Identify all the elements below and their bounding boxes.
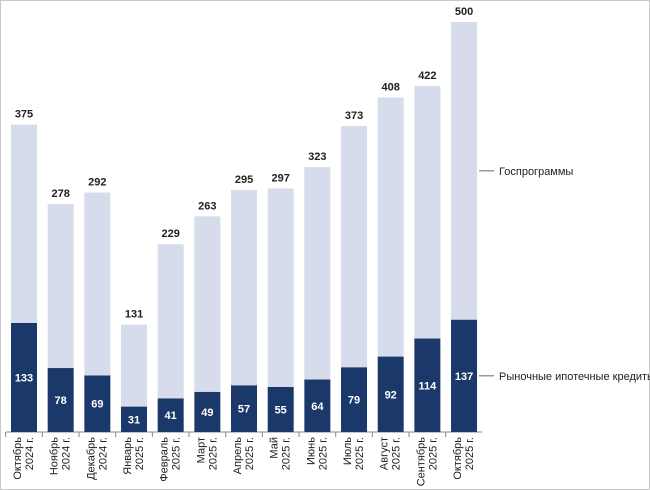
bar-segment <box>377 356 404 432</box>
bar-segment <box>84 375 111 432</box>
bar-segment <box>304 167 331 380</box>
value-label: 79 <box>348 395 360 407</box>
bar-segment <box>341 126 368 368</box>
bar-segment <box>157 398 184 432</box>
total-label: 422 <box>418 70 436 82</box>
x-tick-label: Июль2025 г. <box>342 437 366 471</box>
legend-label: Рыночные ипотечные кредиты <box>499 371 650 383</box>
total-label: 295 <box>235 174 253 186</box>
x-tick-label: Май2025 г. <box>269 437 293 470</box>
bar-segment <box>304 379 331 432</box>
value-label: 137 <box>455 371 473 383</box>
value-label: 49 <box>201 407 213 419</box>
bar-segment <box>11 124 37 323</box>
value-label: 114 <box>418 380 437 392</box>
total-label: 292 <box>88 177 106 189</box>
x-tick-label: Ноябрь2024 г. <box>49 437 73 475</box>
bar-segment <box>47 204 74 369</box>
bar-segment <box>194 216 221 392</box>
total-label: 229 <box>162 228 180 240</box>
bar-segment <box>267 386 294 432</box>
bar-segment <box>231 190 258 386</box>
bar-segment <box>267 188 294 387</box>
bar-segment <box>231 385 258 432</box>
bar-segment <box>121 406 148 432</box>
total-label: 408 <box>382 81 400 93</box>
value-label: 31 <box>128 414 140 426</box>
total-label: 131 <box>125 309 143 321</box>
bar-segment <box>414 338 441 432</box>
total-label: 373 <box>345 110 363 122</box>
value-label: 57 <box>238 404 250 416</box>
total-label: 375 <box>15 109 33 121</box>
value-label: 78 <box>55 395 67 407</box>
x-tick-label: Сентябрь2025 г. <box>415 437 439 487</box>
bar-segment <box>451 22 478 320</box>
bar-segment <box>341 367 368 432</box>
bar-segment <box>11 322 37 432</box>
value-label: 69 <box>91 399 103 411</box>
total-label: 500 <box>455 6 473 18</box>
value-label: 92 <box>385 389 397 401</box>
bar-segment <box>377 97 404 357</box>
x-tick-label: Октябрь2024 г. <box>12 437 36 480</box>
x-tick-label: Апрель2025 г. <box>232 437 256 475</box>
x-tick-label: Июнь2025 г. <box>305 437 329 471</box>
total-label: 323 <box>308 151 326 163</box>
bar-segment <box>84 192 111 376</box>
x-tick-label: Январь2025 г. <box>122 437 146 475</box>
bar-segment <box>157 244 184 399</box>
x-tick-label: Август2025 г. <box>379 437 403 470</box>
total-label: 278 <box>51 188 69 200</box>
x-tick-label: Март2025 г. <box>195 437 219 470</box>
bar-segment <box>451 319 478 432</box>
value-label: 41 <box>165 410 177 422</box>
x-tick-label: Февраль2025 г. <box>159 437 183 482</box>
total-label: 263 <box>198 200 216 212</box>
value-label: 133 <box>15 372 33 384</box>
bar-segment <box>194 391 221 432</box>
bar-segment <box>121 324 148 407</box>
bar-segment <box>47 368 74 432</box>
bar-segment <box>414 85 441 339</box>
x-tick-label: Декабрь2024 г. <box>85 437 109 480</box>
value-label: 64 <box>311 401 324 413</box>
value-label: 55 <box>275 404 287 416</box>
x-tick-label: Октябрь2025 г. <box>452 437 476 480</box>
total-label: 297 <box>272 172 290 184</box>
legend-label: Госпрограммы <box>499 166 573 178</box>
